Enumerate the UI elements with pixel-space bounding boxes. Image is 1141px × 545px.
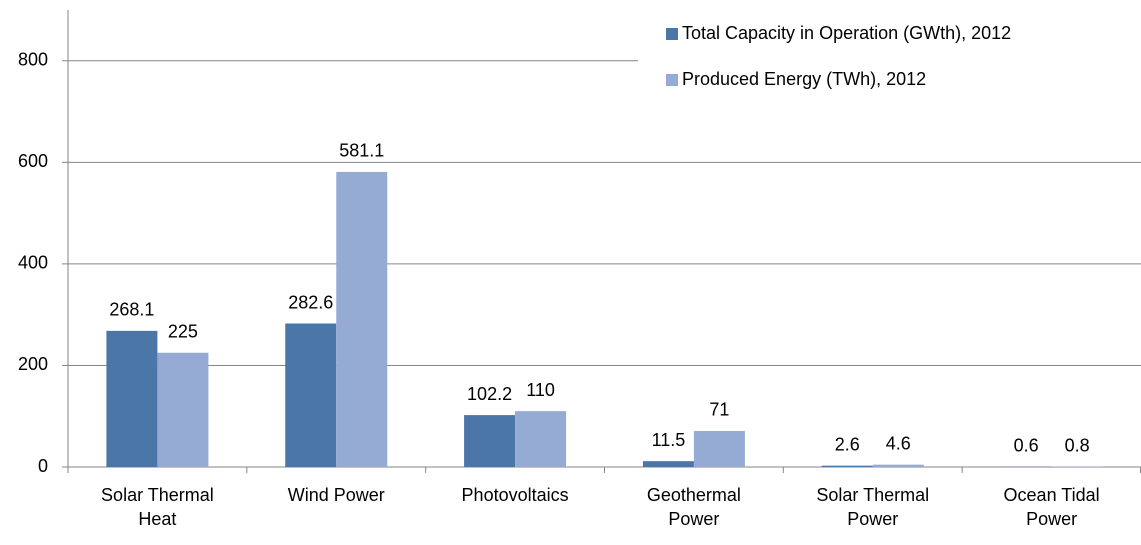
data-label: 581.1 [339,141,384,161]
bar [821,465,873,467]
y-tick-label: 400 [18,253,48,273]
y-tick-label: 800 [18,50,48,70]
legend-swatch [666,74,678,86]
data-label: 102.2 [467,384,512,404]
data-label: 11.5 [652,430,686,450]
data-label: 268.1 [109,300,154,320]
bar [336,171,388,467]
x-tick-label: Photovoltaics [461,485,569,505]
bar [106,330,158,467]
data-label: 2.6 [835,434,860,454]
data-label: 4.6 [886,433,911,453]
bar [464,415,516,467]
legend-label: Total Capacity in Operation (GWth), 2012 [682,23,1011,43]
data-label: 0.6 [1014,435,1039,455]
x-tick-label: Geothermal Power [646,485,741,529]
legend-swatch [666,28,678,40]
x-tick-label: Solar Thermal Heat [101,485,214,529]
data-label: 225 [168,322,198,342]
y-tick-label: 0 [38,456,48,476]
x-tick-label: Wind Power [287,485,385,505]
data-label: 282.6 [288,292,333,312]
y-tick-label: 600 [18,151,48,171]
x-tick-label: Solar Thermal Power [816,485,930,529]
bar [872,464,924,467]
x-tick-label: Ocean Tidal Power [1003,485,1100,529]
bar [285,323,337,467]
legend-label: Produced Energy (TWh), 2012 [682,69,926,89]
data-label: 110 [526,380,555,400]
data-label: 0.8 [1065,435,1090,455]
bar [515,411,567,467]
y-tick-label: 200 [18,354,48,374]
bar [157,352,209,467]
legend-background [638,20,1141,104]
bar [642,461,694,467]
bar [693,430,745,467]
data-label: 71 [709,400,729,420]
